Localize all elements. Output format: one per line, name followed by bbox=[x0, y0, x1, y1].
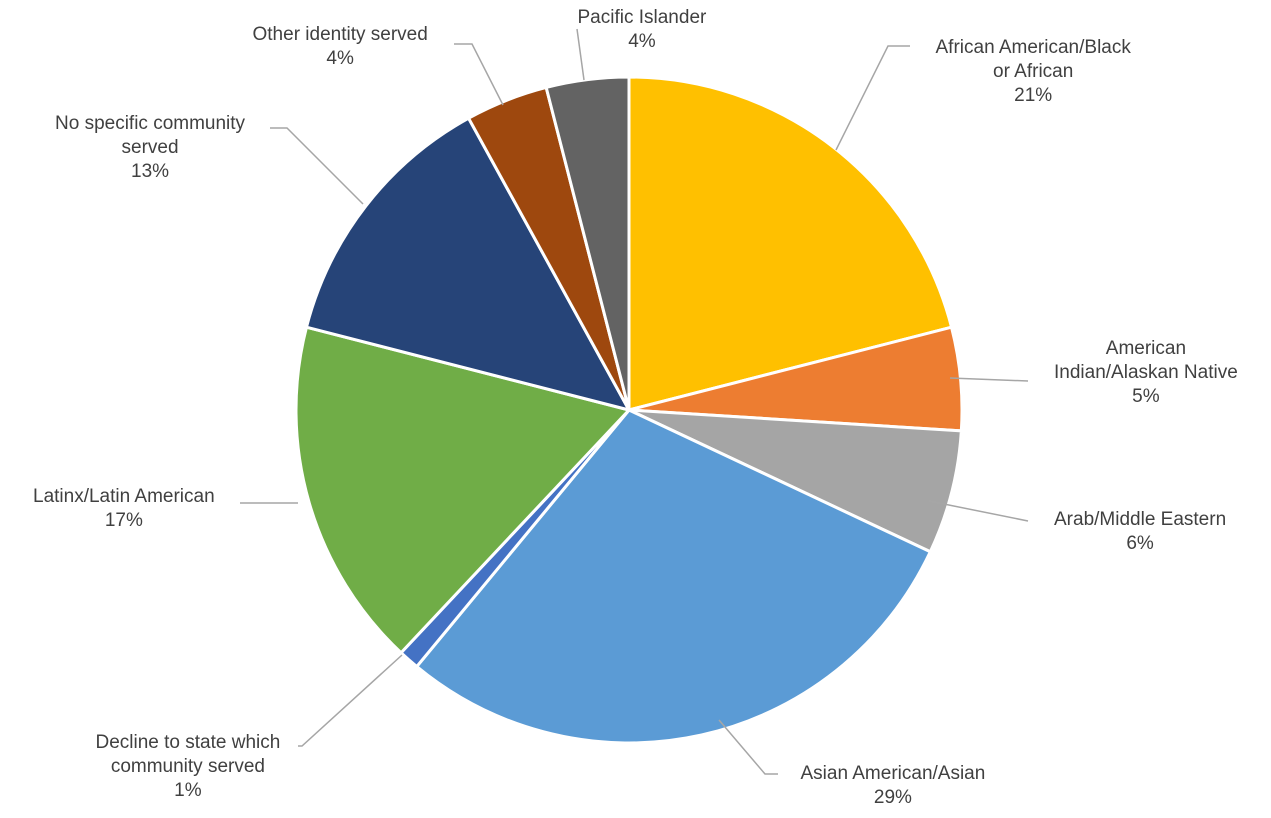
category-label: Arab/Middle Eastern bbox=[1054, 509, 1227, 530]
value-label: 5% bbox=[1132, 386, 1160, 407]
value-label: 4% bbox=[628, 31, 656, 52]
category-label: Other identity served bbox=[252, 24, 428, 45]
pie-slices bbox=[294, 75, 964, 745]
data-label-7: No specific community served 13% bbox=[55, 112, 245, 184]
leader-line-9 bbox=[576, 28, 585, 81]
value-label: 17% bbox=[104, 510, 143, 531]
data-label-4: Asian American/Asian 29% bbox=[801, 762, 986, 810]
data-label-5: Decline to state which community served 1% bbox=[96, 731, 281, 803]
data-label-3: Arab/Middle Eastern 6% bbox=[1054, 508, 1226, 556]
pie-slice-3 bbox=[627, 408, 963, 554]
category-label: Asian American/Asian bbox=[800, 763, 986, 784]
value-label: 6% bbox=[1126, 533, 1154, 554]
category-label: African American/Black bbox=[935, 37, 1131, 58]
leader-line-7 bbox=[270, 127, 364, 205]
value-label: 13% bbox=[131, 161, 170, 182]
pie-slice-9 bbox=[544, 75, 631, 412]
data-label-8: Other identity served 4% bbox=[253, 23, 428, 71]
category-label: No specific community bbox=[55, 113, 246, 134]
pie-slice-7 bbox=[304, 116, 631, 412]
value-label: 29% bbox=[873, 787, 912, 808]
data-label-9: Pacific Islander 4% bbox=[578, 6, 707, 54]
leader-line-5 bbox=[298, 654, 403, 747]
value-label: 21% bbox=[1014, 85, 1053, 106]
category-label: Decline to state which bbox=[95, 732, 281, 753]
category-label: Latinx/Latin American bbox=[33, 486, 215, 507]
data-label-6: Latinx/Latin American 17% bbox=[33, 485, 215, 533]
leader-lines bbox=[240, 28, 1029, 775]
value-label: 4% bbox=[326, 48, 354, 69]
data-label-1: African American/Black or African 21% bbox=[936, 36, 1131, 108]
pie-slice-1 bbox=[627, 75, 954, 412]
leader-line-1 bbox=[835, 45, 910, 151]
category-label: Indian/Alaskan Native bbox=[1054, 362, 1238, 383]
category-label: Pacific Islander bbox=[577, 7, 707, 28]
category-label: community served bbox=[110, 756, 265, 777]
pie-slice-6 bbox=[294, 325, 631, 655]
data-label-2: American Indian/Alaskan Native 5% bbox=[1054, 337, 1238, 409]
leader-line-4 bbox=[718, 719, 778, 775]
category-label: or African bbox=[993, 61, 1074, 82]
category-label: American bbox=[1105, 338, 1187, 359]
leader-line-8 bbox=[454, 43, 504, 106]
value-label: 1% bbox=[174, 780, 202, 801]
category-label: served bbox=[121, 137, 179, 158]
pie-slice-4 bbox=[415, 408, 932, 745]
leader-line-2 bbox=[949, 377, 1029, 382]
leader-line-3 bbox=[928, 500, 1029, 522]
